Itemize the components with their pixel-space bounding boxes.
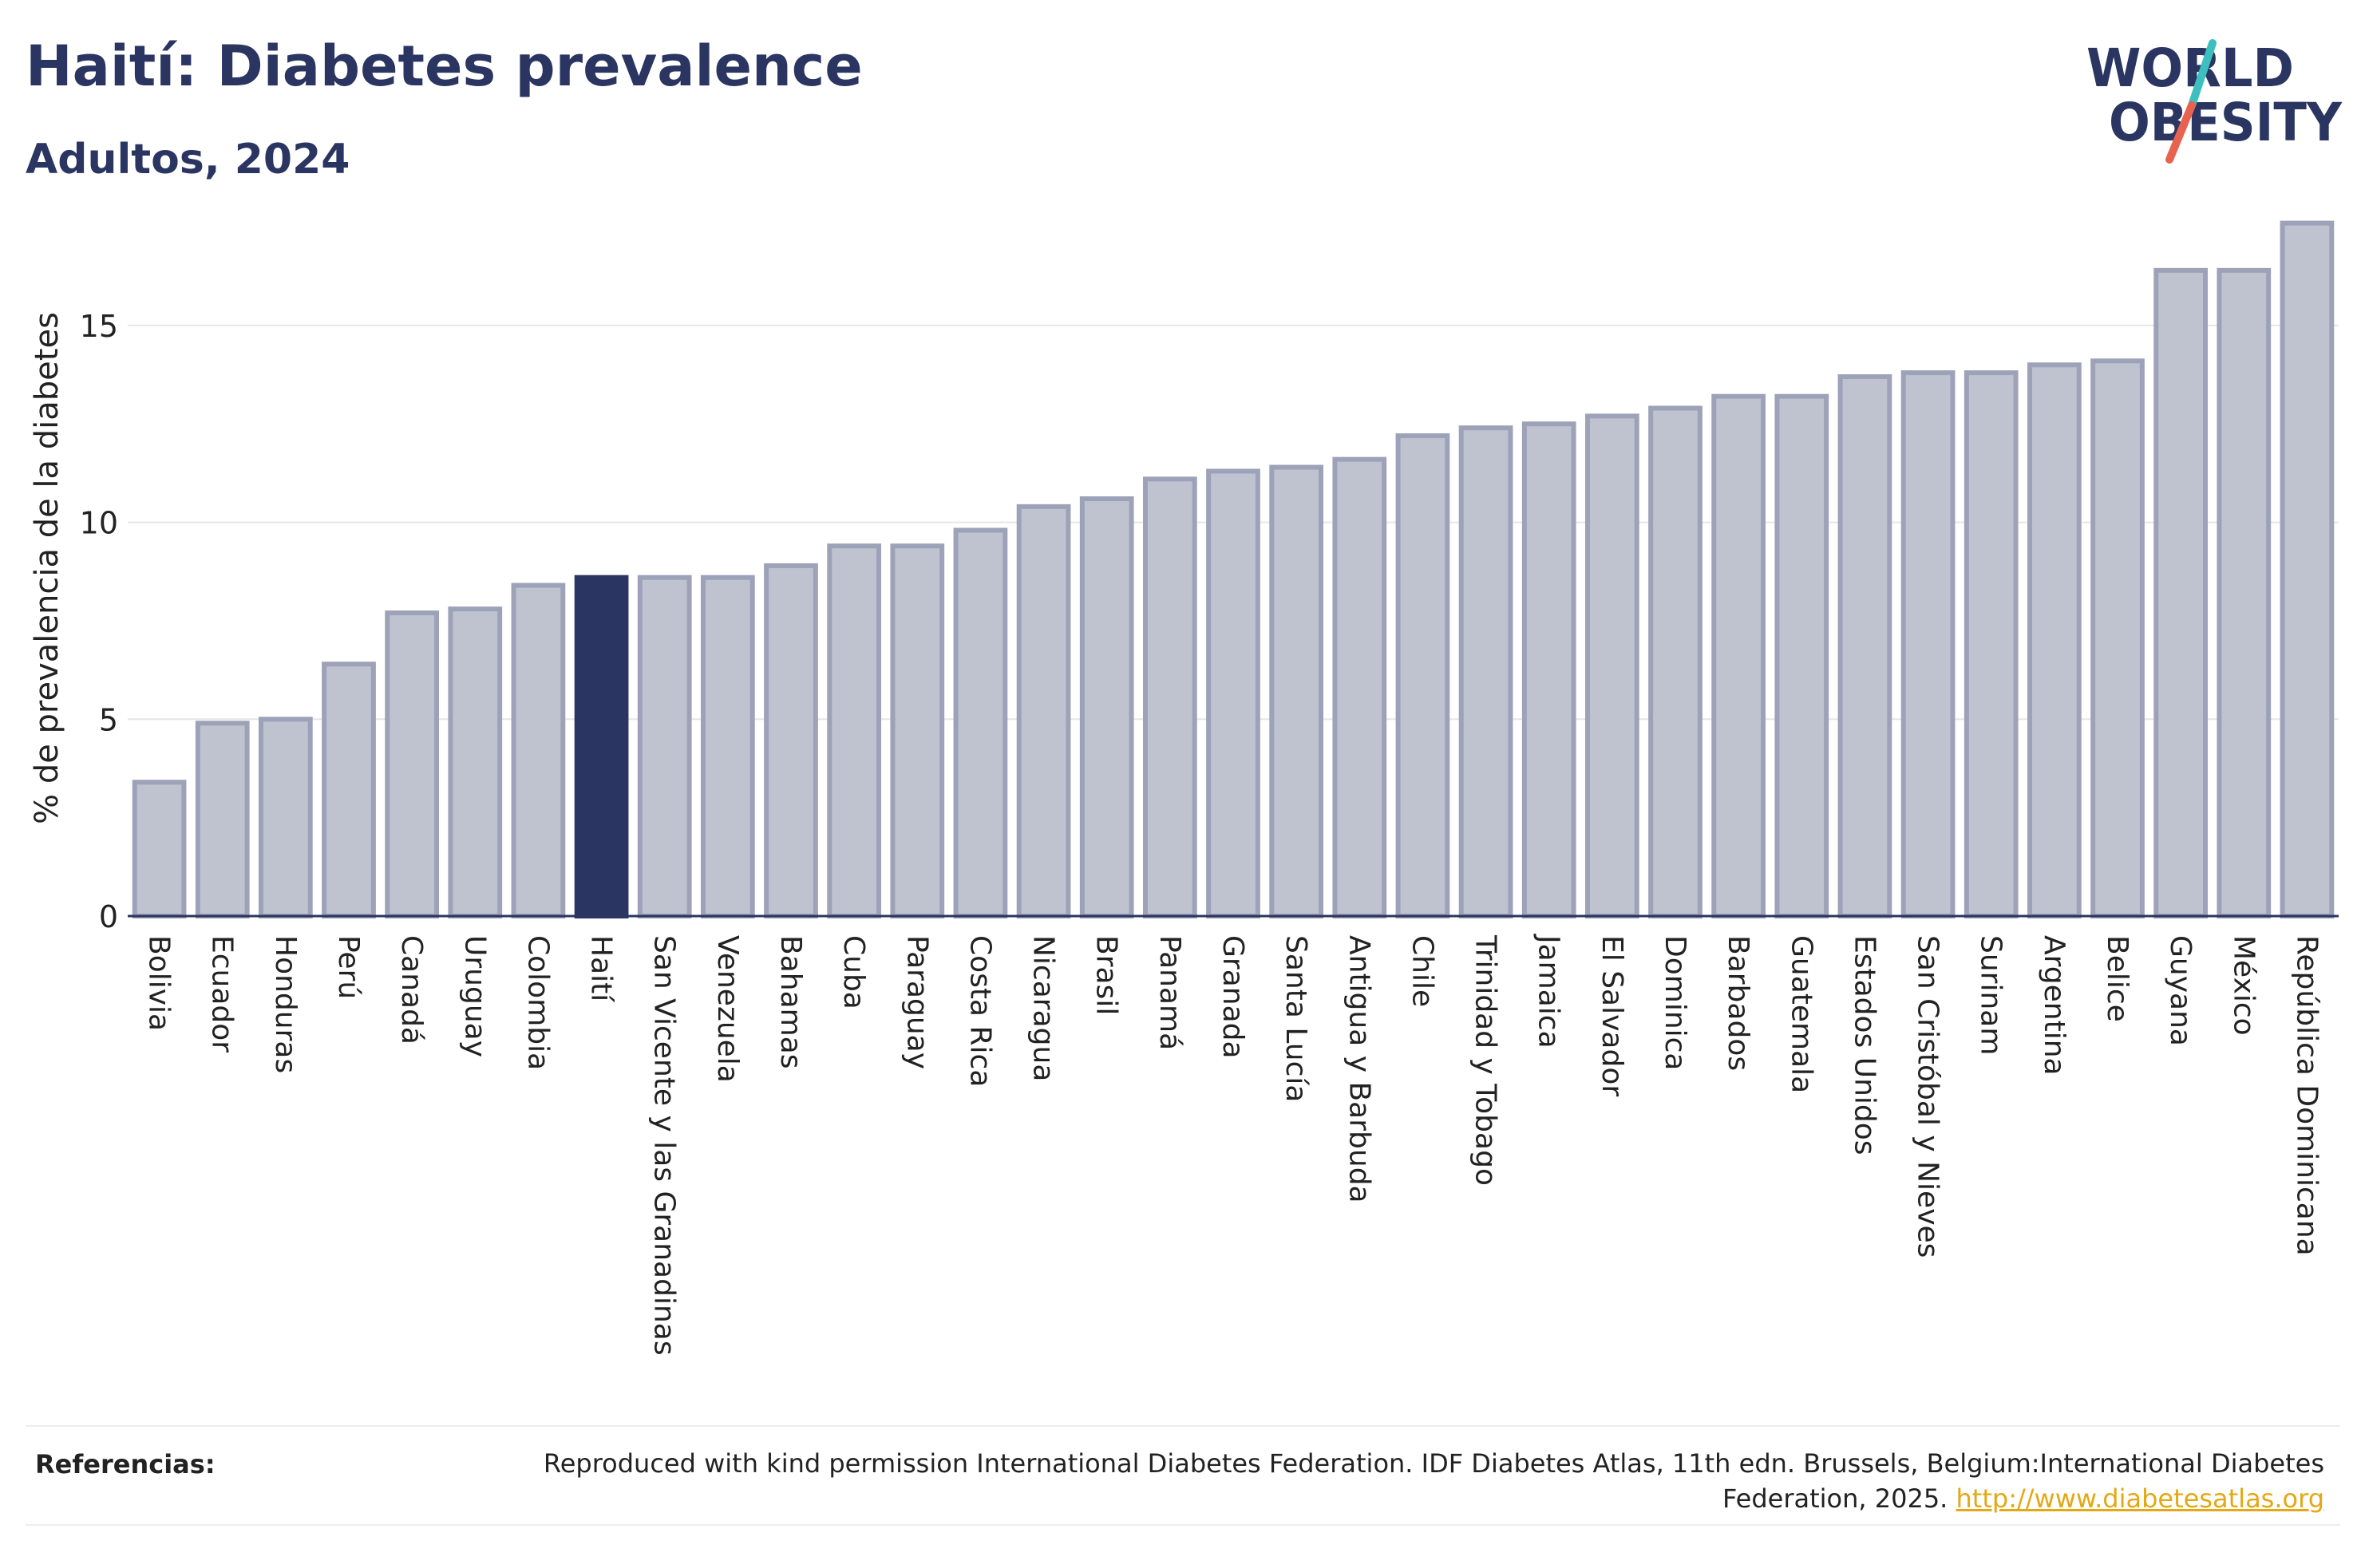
bar-belice	[2090, 358, 2145, 918]
y-tick-label: 5	[99, 702, 118, 737]
x-tick-label: Costa Rica	[963, 935, 996, 1087]
bar-antigua-y-barbuda	[1332, 456, 1387, 918]
x-tick-label: Brasil	[1090, 935, 1123, 1015]
bars	[132, 220, 2335, 919]
references-body: Reproduced with kind permission Internat…	[543, 1448, 2324, 1514]
bar-trinidad-y-tobago	[1458, 425, 1513, 918]
bar-granada	[1206, 468, 1260, 918]
bar-paraguay	[890, 543, 945, 918]
bar-venezuela	[700, 575, 755, 919]
bar-nicaragua	[1016, 504, 1071, 918]
bar-santa-lucía	[1269, 464, 1324, 918]
x-tick-label: México	[2227, 935, 2260, 1036]
x-tick-label: Guyana	[2164, 935, 2197, 1046]
x-tick-label: Panamá	[1153, 935, 1186, 1050]
x-tick-label: Argentina	[2038, 935, 2070, 1076]
y-tick-label: 15	[80, 309, 118, 344]
bar-guyana	[2153, 267, 2209, 919]
x-tick-label: Belice	[2101, 935, 2134, 1022]
bar-argentina	[2027, 362, 2082, 918]
x-tick-label: Surinam	[1975, 935, 2007, 1055]
bar-el-salvador	[1584, 413, 1639, 918]
bar-dominica	[1648, 405, 1703, 918]
bar-chile	[1395, 433, 1450, 918]
bar-honduras	[258, 717, 313, 918]
bar-panamá	[1142, 476, 1197, 918]
x-tick-label: Perú	[332, 935, 365, 999]
bar-estados-unidos	[1837, 374, 1892, 918]
x-tick-label: El Salvador	[1596, 935, 1628, 1096]
bar-surinam	[1964, 370, 2019, 919]
x-tick-label: Uruguay	[458, 935, 491, 1057]
bar-cuba	[827, 543, 882, 918]
x-tick-label: Bolivia	[143, 935, 176, 1031]
bar-bahamas	[764, 563, 818, 918]
logo-slash-top	[2188, 39, 2217, 109]
x-tick-label: Cuba	[837, 935, 870, 1009]
chart-title: Haití: Diabetes prevalence	[26, 34, 863, 99]
x-tick-label: Ecuador	[206, 935, 239, 1053]
bar-costa-rica	[953, 527, 1008, 918]
logo-line2: OBESITY	[2109, 92, 2343, 153]
bar-brasil	[1079, 496, 1134, 918]
x-tick-label: Barbados	[1722, 935, 1754, 1071]
bar-barbados	[1711, 393, 1766, 918]
y-tick-label: 0	[99, 899, 118, 934]
x-tick-labels: Bolivia Ecuador Honduras Perú Canadá Uruguay C…	[143, 934, 2323, 1356]
logo-line1: WORLD	[2086, 38, 2294, 99]
bar-méxico	[2217, 267, 2272, 919]
bar-jamaica	[1521, 421, 1576, 918]
x-tick-label: Bahamas	[774, 935, 807, 1069]
x-tick-label: Guatemala	[1785, 935, 1817, 1093]
x-tick-label: Antigua y Barbuda	[1343, 935, 1375, 1203]
x-tick-label: Jamaica	[1532, 934, 1565, 1049]
x-tick-label: Nicaragua	[1027, 935, 1060, 1081]
x-tick-label: Venezuela	[711, 935, 744, 1083]
bar-uruguay	[448, 606, 503, 919]
x-tick-label: Santa Lucía	[1279, 935, 1312, 1102]
bar-bolivia	[132, 780, 187, 918]
x-tick-label: Haití	[585, 935, 618, 1002]
logo-slash-bottom	[2165, 101, 2196, 164]
x-tick-label: Paraguay	[900, 935, 933, 1069]
y-tick-label: 10	[80, 506, 118, 541]
world-obesity-logo: WORLD OBESITY	[2086, 38, 2343, 164]
bar-colombia	[511, 583, 566, 918]
bar-república-dominicana	[2280, 220, 2335, 919]
bar-ecuador	[195, 721, 250, 918]
x-tick-label: Chile	[1406, 935, 1438, 1007]
bar-canadá	[385, 610, 440, 918]
references-label: Referencias:	[35, 1449, 216, 1479]
x-tick-label: San Vicente y las Granadinas	[648, 935, 681, 1356]
x-tick-label: Canadá	[395, 935, 428, 1045]
footer-divider-bottom	[26, 1524, 2340, 1526]
bar-chart: 0 5 10 15 Bolivia Ecuador Honduras Perú Canadá U…	[29, 220, 2339, 1356]
y-axis-label: % de prevalencia de la diabetes	[29, 312, 65, 824]
bar-san-cristóbal-y-nieves	[1900, 370, 1956, 919]
x-tick-label: Estados Unidos	[1848, 935, 1880, 1155]
bar-perú	[322, 662, 376, 918]
bar-haití	[574, 575, 629, 919]
references-link[interactable]: http://www.diabetesatlas.org	[1956, 1483, 2324, 1514]
footer-divider-top	[26, 1425, 2340, 1427]
x-tick-label: San Cristóbal y Nieves	[1912, 935, 1944, 1258]
x-tick-label: Dominica	[1659, 935, 1691, 1071]
x-tick-label: Honduras	[269, 935, 302, 1073]
x-tick-label: Granada	[1216, 935, 1249, 1059]
references-text: Reproduced with kind permission Internat…	[488, 1446, 2324, 1516]
bar-san-vicente-y-las-granadinas	[637, 575, 692, 919]
y-tick-labels: 0 5 10 15	[80, 309, 118, 934]
x-tick-label: República Dominicana	[2290, 935, 2323, 1256]
chart-subtitle: Adultos, 2024	[26, 136, 350, 184]
x-tick-label: Trinidad y Tobago	[1469, 934, 1502, 1186]
bar-guatemala	[1774, 393, 1829, 918]
x-tick-label: Colombia	[521, 935, 554, 1070]
